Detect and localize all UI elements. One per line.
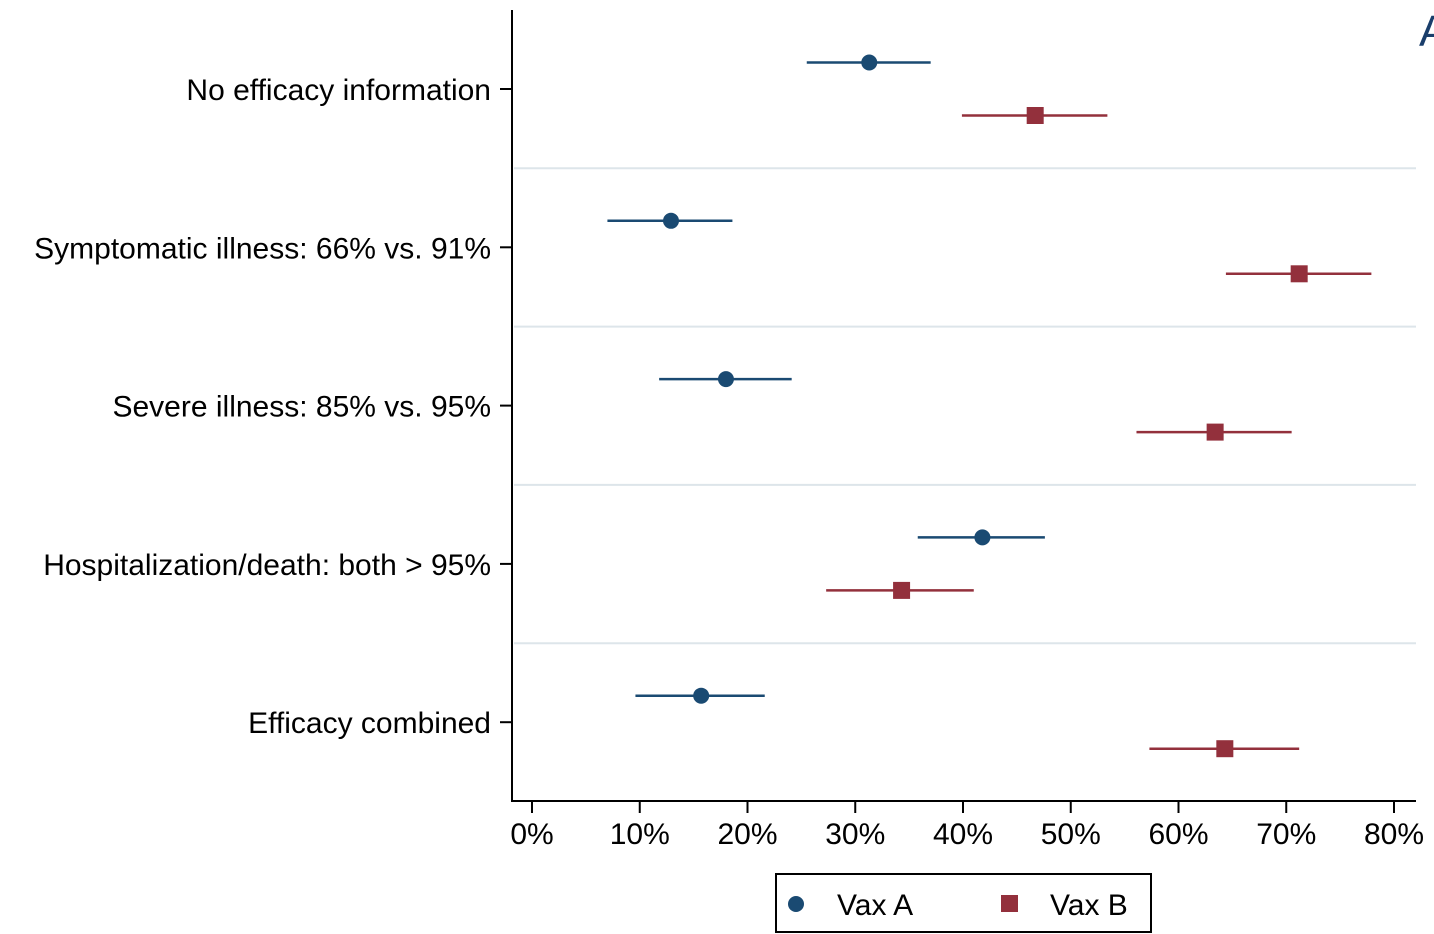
category-separators	[514, 167, 1416, 645]
legend-marker-vax-b	[1001, 895, 1018, 912]
point-vax-b	[1216, 740, 1234, 758]
x-tick-label: 20%	[717, 818, 777, 851]
point-vax-a	[693, 687, 710, 704]
category-label-symptomatic-illness-66-vs-91: Symptomatic illness: 66% vs. 91%	[34, 232, 491, 265]
legend-label-vax-b: Vax B	[1050, 889, 1128, 922]
x-tick-labels: 0% 10% 20% 30% 40% 50% 60% 70% 80%	[510, 801, 1424, 851]
legend-label-vax-a: Vax A	[837, 889, 913, 922]
data-marks	[607, 54, 1372, 758]
legend: Vax A Vax B	[775, 873, 1152, 933]
point-vax-b	[893, 581, 911, 599]
category-label-efficacy-combined: Efficacy combined	[248, 707, 491, 740]
point-vax-a	[861, 54, 878, 71]
point-vax-a	[717, 371, 734, 388]
point-vax-a	[662, 212, 679, 229]
legend-box	[775, 873, 1152, 933]
category-label-severe-illness-85-vs-95: Severe illness: 85% vs. 95%	[112, 391, 491, 424]
x-tick-label: 40%	[933, 818, 993, 851]
category-label-hospitalization-death-both-95: Hospitalization/death: both > 95%	[43, 549, 491, 582]
x-tick-label: 80%	[1364, 818, 1424, 851]
point-vax-a	[974, 529, 991, 546]
point-vax-b	[1290, 265, 1308, 283]
panel-letter: A	[1419, 7, 1434, 56]
x-tick-label: 50%	[1041, 818, 1101, 851]
x-tick-label: 30%	[825, 818, 885, 851]
x-tick-label: 70%	[1256, 818, 1316, 851]
x-tick-label: 60%	[1148, 818, 1208, 851]
x-tick-label: 0%	[510, 818, 553, 851]
legend-marker-vax-a	[788, 896, 804, 912]
point-vax-b	[1206, 423, 1224, 441]
point-vax-b	[1026, 107, 1044, 124]
category-label-no-efficacy-information: No efficacy information	[186, 74, 491, 107]
y-category-labels: No efficacy information Symptomatic illne…	[34, 74, 512, 740]
x-tick-label: 10%	[610, 818, 670, 851]
